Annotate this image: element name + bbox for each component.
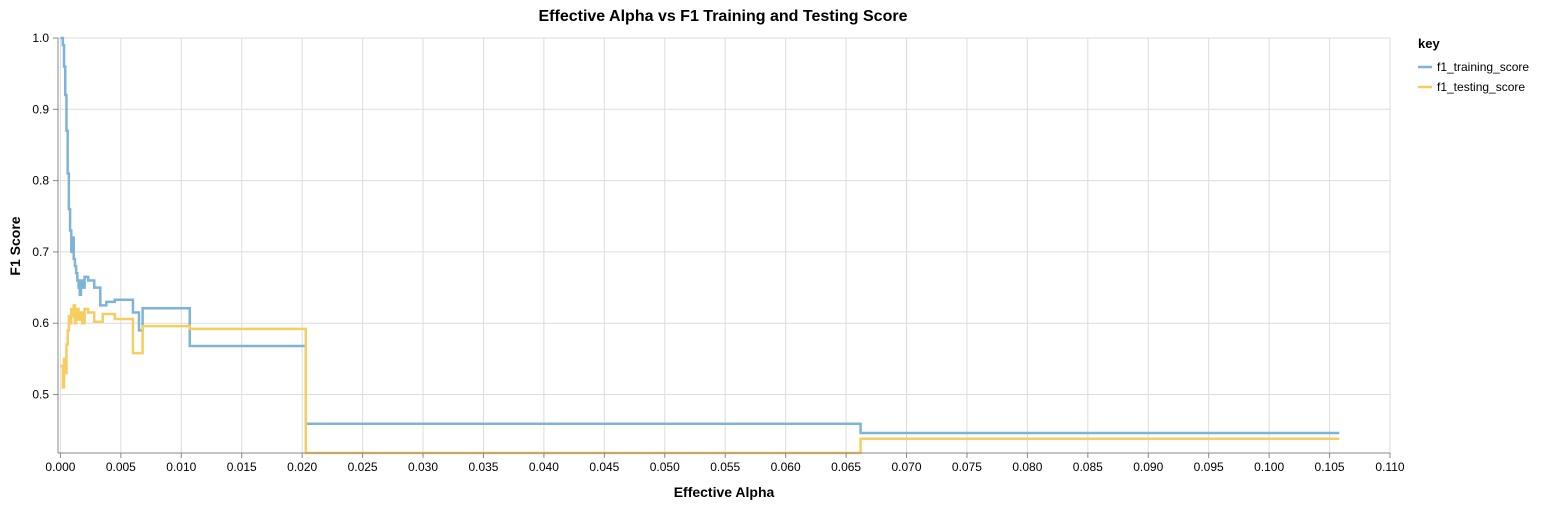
y-tick-label: 0.7 xyxy=(32,245,49,259)
x-tick-label: 0.065 xyxy=(831,460,861,474)
x-ticks: 0.000 0.005 0.010 0.015 0.020 0.025 0.030 0.035… xyxy=(45,453,1405,474)
x-tick-label: 0.075 xyxy=(952,460,982,474)
series-layer xyxy=(60,36,1340,455)
series-line-f1-testing-score xyxy=(60,304,1340,455)
y-tick-label: 1.0 xyxy=(32,31,49,45)
axes xyxy=(57,38,1390,454)
x-tick-label: 0.085 xyxy=(1073,460,1103,474)
legend-items: f1_training_score f1_testing_score xyxy=(1418,60,1529,94)
x-tick-label: 0.045 xyxy=(589,460,619,474)
y-tick-label: 0.9 xyxy=(32,102,49,116)
x-tick-label: 0.005 xyxy=(106,460,136,474)
series-line-f1-training-score xyxy=(60,36,1340,435)
x-tick-label: 0.035 xyxy=(468,460,498,474)
x-tick-label: 0.090 xyxy=(1133,460,1163,474)
x-tick-label: 0.050 xyxy=(650,460,680,474)
x-tick-label: 0.095 xyxy=(1194,460,1224,474)
x-tick-label: 0.055 xyxy=(710,460,740,474)
legend-title: key xyxy=(1418,36,1440,51)
legend-label: f1_training_score xyxy=(1437,60,1529,74)
y-tick-label: 0.6 xyxy=(32,316,49,330)
y-axis-title: F1 Score xyxy=(7,216,23,275)
legend-label: f1_testing_score xyxy=(1437,80,1525,94)
x-tick-label: 0.110 xyxy=(1375,460,1404,474)
y-tick-label: 0.8 xyxy=(32,174,49,188)
chart-title: Effective Alpha vs F1 Training and Testi… xyxy=(539,8,908,25)
x-tick-label: 0.025 xyxy=(348,460,378,474)
x-tick-label: 0.000 xyxy=(45,460,75,474)
x-tick-label: 0.015 xyxy=(227,460,257,474)
y-tick-label: 0.5 xyxy=(32,388,49,402)
x-tick-label: 0.010 xyxy=(166,460,196,474)
x-tick-label: 0.100 xyxy=(1254,460,1284,474)
x-tick-label: 0.040 xyxy=(529,460,559,474)
x-tick-label: 0.080 xyxy=(1012,460,1042,474)
grid xyxy=(58,37,1391,453)
legend: key f1_training_score f1_testing_score xyxy=(1418,36,1529,94)
y-ticks: 0.5 0.6 0.7 0.8 0.9 1.0 xyxy=(32,31,58,402)
x-tick-label: 0.060 xyxy=(771,460,801,474)
x-tick-label: 0.020 xyxy=(287,460,317,474)
x-axis-title: Effective Alpha xyxy=(674,484,775,500)
x-tick-label: 0.105 xyxy=(1315,460,1345,474)
x-tick-label: 0.070 xyxy=(891,460,921,474)
x-tick-label: 0.030 xyxy=(408,460,438,474)
